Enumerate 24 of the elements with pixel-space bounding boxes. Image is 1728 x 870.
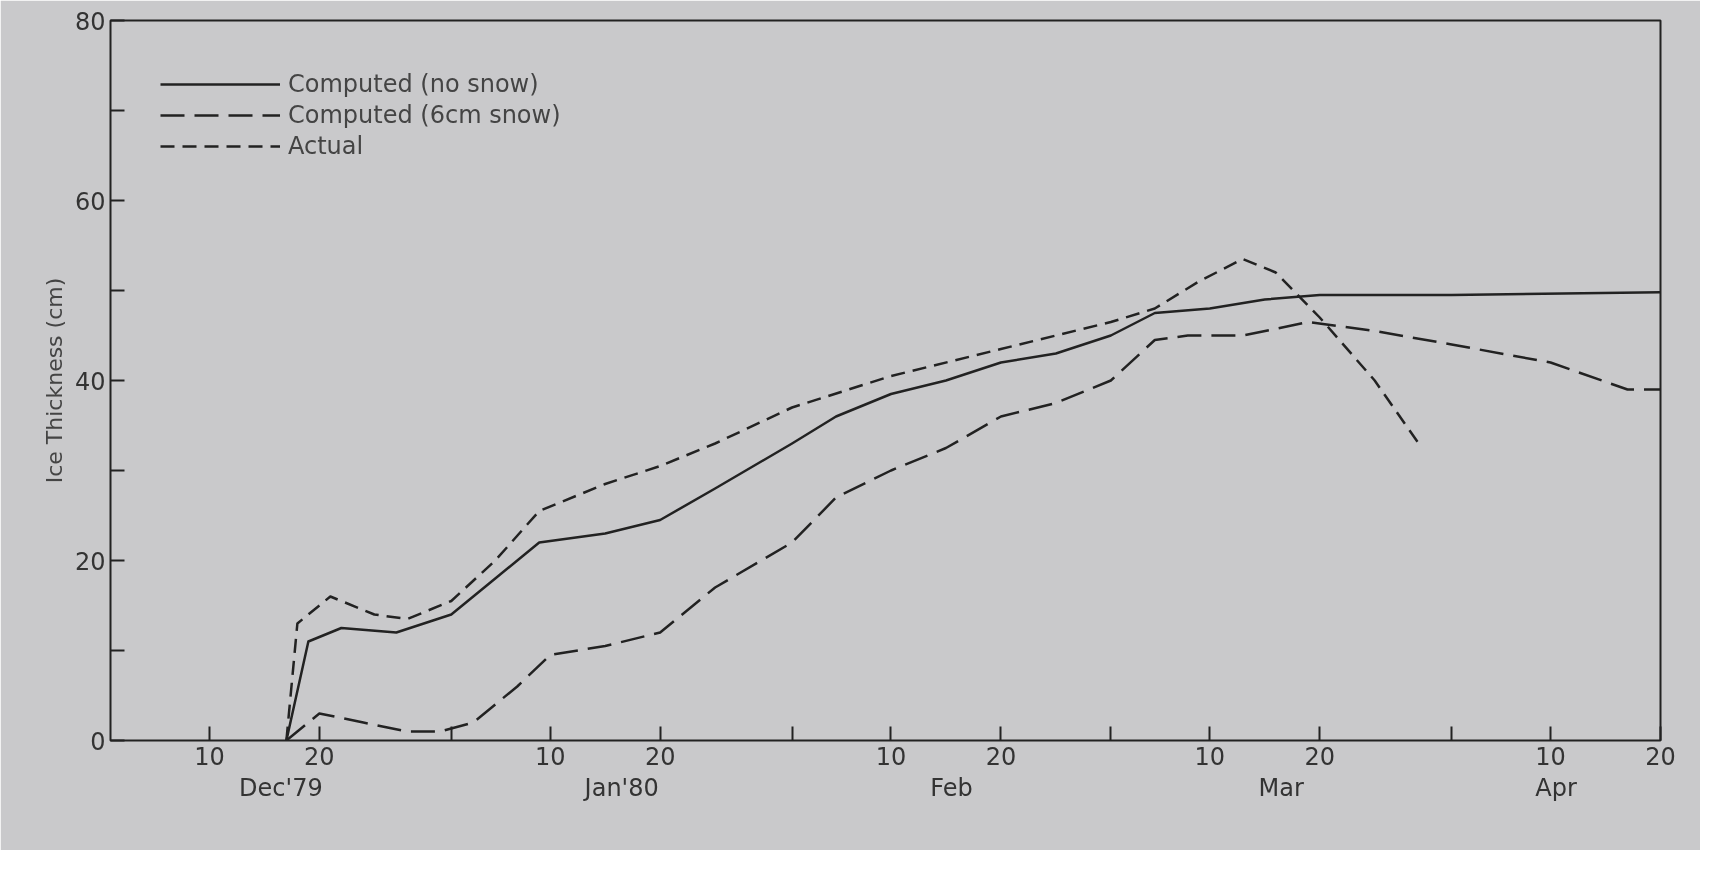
x-tick-label: 10	[875, 742, 907, 771]
x-tick-label: 20	[1304, 742, 1335, 771]
x-tick-label: 10	[534, 742, 566, 771]
y-tick-label: 40	[74, 367, 106, 396]
x-tick-label: 10	[194, 742, 225, 771]
x-tick-label: 20	[304, 742, 335, 771]
x-tick-label: 20	[1645, 742, 1676, 771]
x-tick-label: 20	[985, 742, 1017, 771]
text: Feb	[930, 773, 973, 802]
y-tick-label: 20	[74, 547, 106, 576]
y-tick-label: 80	[74, 7, 106, 36]
y-tick-label: 0	[90, 727, 106, 756]
text: Jan'80	[582, 773, 659, 802]
x-tick-label: 10	[1535, 742, 1566, 771]
legend-label: Computed (no snow)	[288, 70, 539, 98]
text: Mar	[1258, 773, 1305, 802]
legend-label: Computed (6cm snow)	[288, 101, 561, 129]
legend-label: Actual	[288, 132, 364, 160]
x-tick-label: 10	[1194, 742, 1226, 771]
x-tick-label: 20	[644, 742, 676, 771]
y-tick-label: 60	[74, 187, 106, 216]
text: Dec'79	[239, 773, 323, 802]
text: Apr	[1535, 773, 1577, 802]
y-axis-title: Ice Thickness (cm)	[41, 277, 67, 484]
